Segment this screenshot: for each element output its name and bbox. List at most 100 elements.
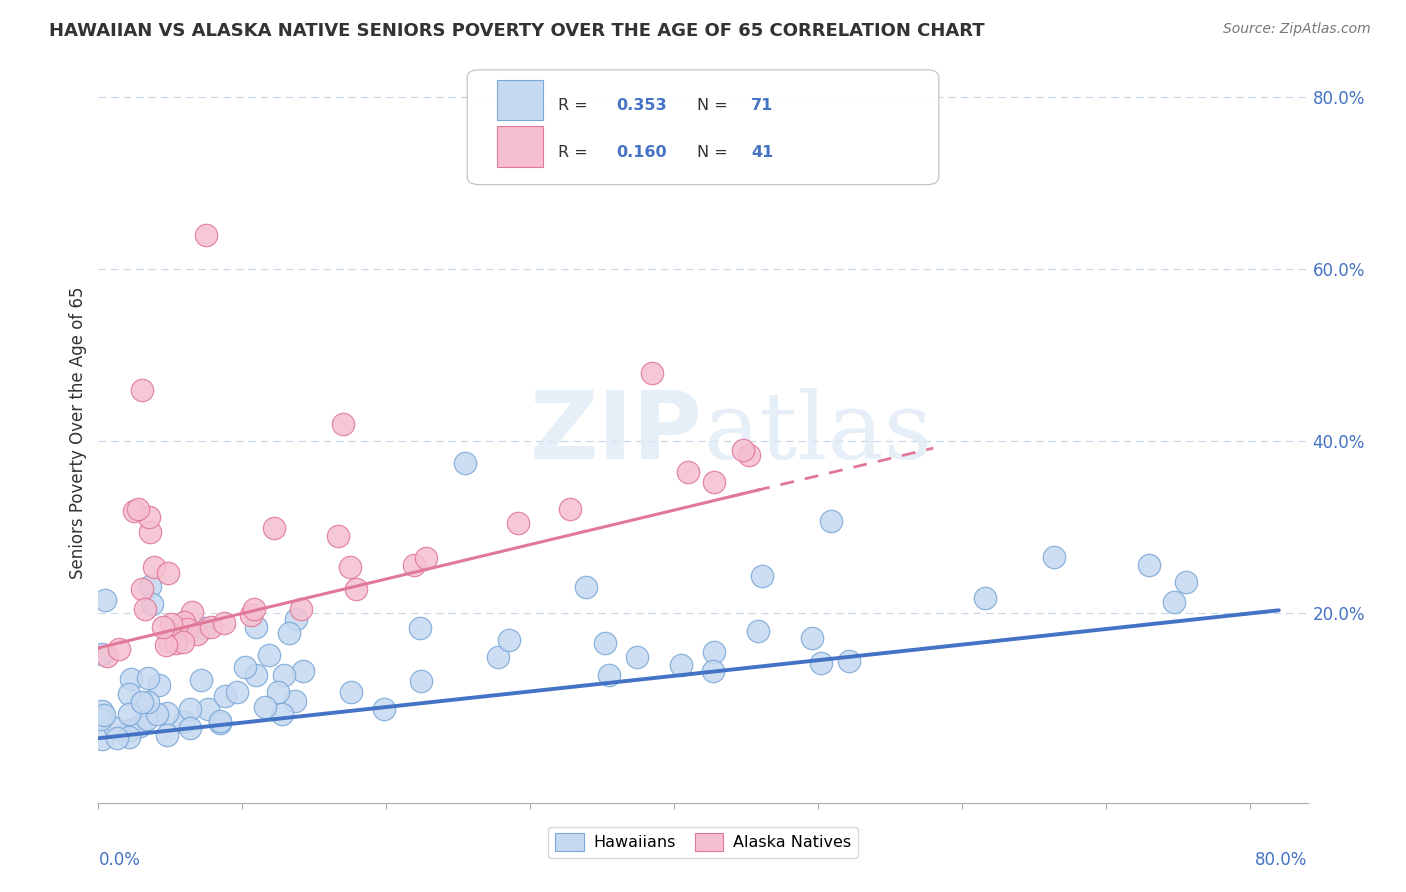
Point xyxy=(155,638,177,652)
Point xyxy=(702,665,724,679)
Point xyxy=(339,685,361,699)
Text: N =: N = xyxy=(697,145,733,160)
Point xyxy=(702,475,724,490)
Point xyxy=(271,706,294,721)
Text: 0.160: 0.160 xyxy=(616,145,666,160)
Point xyxy=(128,719,150,733)
Point xyxy=(574,580,596,594)
Point xyxy=(243,602,266,616)
Point xyxy=(197,702,219,716)
Point xyxy=(131,383,153,397)
Point xyxy=(731,443,754,458)
Point xyxy=(118,688,141,702)
Point xyxy=(104,721,127,735)
Point xyxy=(122,504,145,518)
Point xyxy=(254,700,277,714)
Point xyxy=(1163,594,1185,608)
Point xyxy=(118,730,141,744)
Point xyxy=(91,647,114,661)
Point xyxy=(1137,558,1160,573)
Point xyxy=(233,660,256,674)
Point xyxy=(190,673,212,687)
Y-axis label: Seniors Poverty Over the Age of 65: Seniors Poverty Over the Age of 65 xyxy=(69,286,87,579)
Point xyxy=(800,631,823,645)
Point xyxy=(257,648,280,662)
Point xyxy=(488,649,510,664)
Point xyxy=(165,636,187,650)
Point xyxy=(200,620,222,634)
Point xyxy=(90,712,112,726)
Legend: Hawaiians, Alaska Natives: Hawaiians, Alaska Natives xyxy=(548,827,858,858)
Point xyxy=(195,227,218,242)
FancyBboxPatch shape xyxy=(467,70,939,185)
Point xyxy=(118,706,141,721)
Point xyxy=(506,516,529,531)
Point xyxy=(139,524,162,539)
Point xyxy=(176,623,198,637)
Text: HAWAIIAN VS ALASKA NATIVE SENIORS POVERTY OVER THE AGE OF 65 CORRELATION CHART: HAWAIIAN VS ALASKA NATIVE SENIORS POVERT… xyxy=(49,22,984,40)
Text: 41: 41 xyxy=(751,145,773,160)
Text: R =: R = xyxy=(558,98,593,112)
Point xyxy=(593,636,616,650)
Point xyxy=(152,620,174,634)
Point xyxy=(131,695,153,709)
Point xyxy=(157,634,180,648)
Text: 80.0%: 80.0% xyxy=(1256,851,1308,869)
Point xyxy=(209,714,232,729)
Point xyxy=(751,568,773,582)
Point xyxy=(373,702,395,716)
Point xyxy=(498,632,520,647)
Point xyxy=(96,648,118,663)
Point xyxy=(146,707,169,722)
Point xyxy=(838,654,860,668)
Point xyxy=(344,582,367,596)
Point xyxy=(91,732,114,747)
Point xyxy=(143,559,166,574)
Point xyxy=(284,694,307,708)
Text: ZIP: ZIP xyxy=(530,386,703,479)
Point xyxy=(179,721,201,735)
Point xyxy=(136,695,159,709)
Point xyxy=(1043,549,1066,564)
Point xyxy=(91,704,114,718)
Point xyxy=(209,716,232,731)
Point xyxy=(148,678,170,692)
Point xyxy=(267,685,290,699)
Point xyxy=(273,668,295,682)
Point xyxy=(747,624,769,638)
Point xyxy=(973,591,995,605)
Point xyxy=(156,706,179,720)
Text: 0.0%: 0.0% xyxy=(98,851,141,869)
Point xyxy=(120,673,142,687)
Point xyxy=(108,641,131,656)
Point xyxy=(820,514,842,528)
Point xyxy=(245,620,267,634)
Point xyxy=(291,664,314,678)
Point xyxy=(173,714,195,729)
Point xyxy=(93,707,115,722)
Point xyxy=(94,593,117,607)
Text: atlas: atlas xyxy=(703,388,932,477)
Point xyxy=(214,690,236,704)
Text: Source: ZipAtlas.com: Source: ZipAtlas.com xyxy=(1223,22,1371,37)
Point xyxy=(402,558,425,572)
Point xyxy=(193,621,215,635)
Point xyxy=(141,597,163,611)
Point xyxy=(284,612,307,626)
Point xyxy=(738,448,761,462)
Point xyxy=(127,501,149,516)
Text: 0.353: 0.353 xyxy=(616,98,666,112)
Point xyxy=(186,626,208,640)
Point xyxy=(131,582,153,597)
Point xyxy=(212,616,235,631)
Text: 71: 71 xyxy=(751,98,773,112)
Point xyxy=(136,671,159,685)
Point xyxy=(339,560,361,574)
Point xyxy=(409,673,432,688)
Point xyxy=(415,550,437,565)
Text: R =: R = xyxy=(558,145,593,160)
Point xyxy=(598,668,620,682)
Point xyxy=(408,621,430,635)
Point xyxy=(263,521,285,535)
Point xyxy=(626,650,648,665)
